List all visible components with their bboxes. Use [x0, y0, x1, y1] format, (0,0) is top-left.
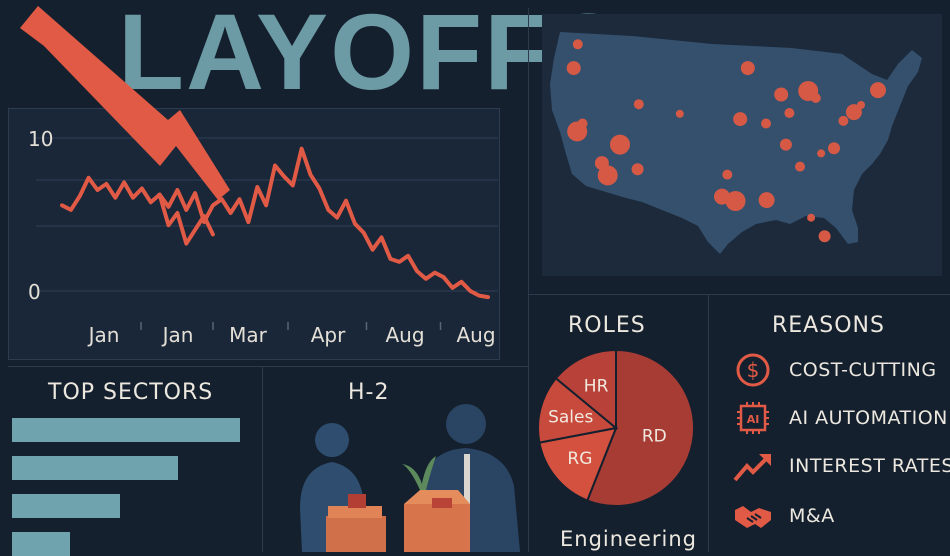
- map-point: [566, 61, 581, 76]
- map-point: [818, 230, 831, 243]
- us-map: [550, 32, 922, 254]
- map-point: [758, 192, 775, 209]
- svg-text:$: $: [747, 358, 760, 382]
- x-tick-label: Mar: [229, 323, 268, 347]
- map-point: [633, 99, 644, 110]
- map-point: [761, 118, 771, 129]
- map-point: [722, 169, 733, 180]
- map-point: [725, 191, 746, 211]
- map-point: [733, 112, 748, 127]
- pie-slice: [586, 348, 696, 507]
- pie-slice: [537, 376, 619, 444]
- map-point: [572, 39, 583, 50]
- reason-label: INTEREST RATES: [789, 455, 950, 477]
- svg-text:AI: AI: [747, 413, 760, 426]
- divider: [262, 366, 263, 552]
- map-point: [675, 109, 684, 118]
- series-line: [157, 192, 215, 246]
- map-point: [845, 104, 862, 121]
- handshake-icon: [733, 498, 773, 534]
- y-tick-label: 0: [28, 280, 41, 304]
- pie-label: HR: [584, 377, 609, 397]
- pie-slice: [538, 426, 618, 502]
- us-map-panel: [542, 14, 942, 276]
- reason-label: M&A: [789, 505, 835, 527]
- line-chart-panel: [8, 108, 500, 360]
- pie-slice: [554, 348, 617, 431]
- x-tick-label: Aug: [456, 323, 495, 347]
- reasons-title: REASONS: [772, 313, 885, 338]
- x-tick-label: Aug: [385, 323, 424, 347]
- reason-item: INTEREST RATES: [733, 448, 950, 484]
- sector-bar: [12, 494, 120, 518]
- sector-bar: [12, 532, 70, 556]
- trend-up-icon: [733, 448, 773, 484]
- map-point: [838, 115, 849, 126]
- map-point: [631, 163, 644, 176]
- map-point: [795, 161, 805, 172]
- divider: [528, 294, 950, 295]
- roles-pie-chart: RD RG Sales HR: [537, 348, 696, 507]
- map-point: [807, 213, 816, 222]
- divider: [8, 366, 528, 367]
- downtrend-arrow: [20, 6, 230, 200]
- series-line: [60, 146, 490, 300]
- map-point: [740, 61, 755, 76]
- x-tick-label: Jan: [87, 323, 120, 347]
- reason-label: COST-CUTTING: [789, 359, 937, 381]
- reason-item: $ COST-CUTTING: [733, 352, 937, 388]
- map-point: [577, 118, 588, 129]
- divider: [528, 294, 529, 552]
- roles-title: ROLES: [568, 313, 646, 338]
- reason-item: AI AI AUTOMATION: [733, 400, 948, 436]
- engineering-label: Engineering: [560, 527, 697, 551]
- pie-label: RD: [642, 426, 667, 446]
- us-map-shape: [550, 32, 922, 254]
- ai-chip-icon: AI: [733, 400, 773, 436]
- pie-label: RG: [567, 449, 592, 469]
- x-tick-label: Apr: [311, 323, 346, 347]
- map-point: [810, 93, 821, 103]
- x-tick-label: Jan: [161, 323, 194, 347]
- map-point: [610, 134, 630, 155]
- page-title: LAYOFFS: [118, 0, 627, 112]
- sector-bar: [12, 418, 240, 442]
- reason-item: M&A: [733, 498, 835, 534]
- map-point: [784, 108, 795, 118]
- map-point: [828, 142, 840, 155]
- map-point: [774, 87, 789, 102]
- pie-label: Sales: [548, 407, 593, 427]
- divider: [708, 294, 709, 552]
- sector-bar: [12, 456, 178, 480]
- y-tick-label: 10: [28, 127, 53, 151]
- map-point: [817, 149, 826, 158]
- top-sectors-title: TOP SECTORS: [48, 380, 214, 405]
- map-point: [779, 138, 792, 151]
- map-point: [597, 165, 618, 186]
- h2-title: H-2: [348, 380, 390, 405]
- divider: [528, 8, 529, 294]
- layoff-people-illustration: [300, 404, 520, 552]
- map-point: [870, 82, 886, 99]
- dollar-icon: $: [733, 352, 773, 388]
- reason-label: AI AUTOMATION: [789, 407, 948, 429]
